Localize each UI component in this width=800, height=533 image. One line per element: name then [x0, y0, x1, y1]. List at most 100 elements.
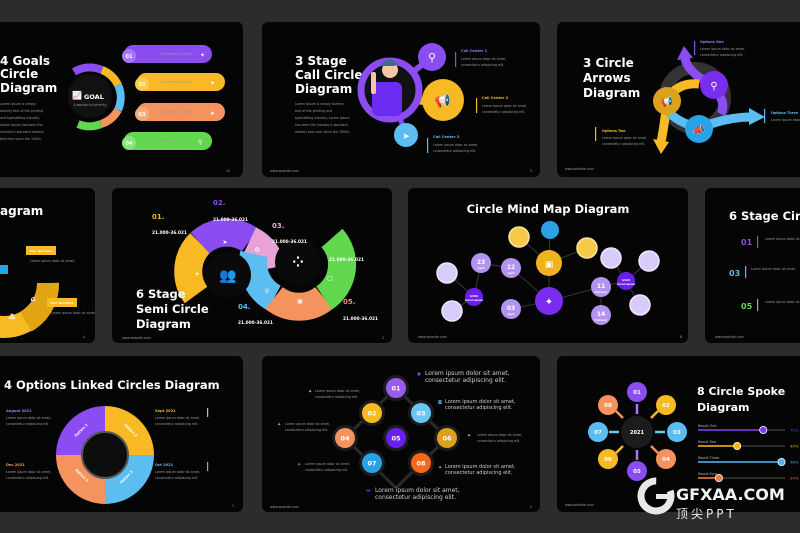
pin-icon: ✦: [308, 389, 312, 395]
footer-url: www.website.com: [122, 336, 151, 340]
result-percent: 75%: [790, 428, 799, 433]
slide-6-stage-circle-partial[interactable]: 6 Stage Circ 01 Lorem ipsum dolor sit am…: [705, 188, 800, 343]
stage-number: 04.: [238, 303, 250, 311]
svg-text:04: 04: [340, 435, 350, 443]
slide-6-stage-semi-circle[interactable]: 👥 ⁘ ✦ ➤ ◍ ⚲ ▣ ▢ 01. 02. 03. 04. 05. 06. …: [112, 188, 392, 343]
result-percent: 45%: [790, 444, 799, 449]
text-box: [47, 298, 77, 307]
result-percent: 24%: [790, 476, 799, 481]
slider-handle[interactable]: [714, 474, 723, 483]
body-text: consectetur adipiscing elit.: [602, 142, 645, 146]
footer-url: www.website.com: [270, 505, 299, 509]
megaphone-icon: 📢: [661, 95, 673, 108]
svg-text:Lorem ipsum dolor sit amet,: Lorem ipsum dolor sit amet,: [477, 433, 522, 437]
trophy-icon: ▼: [417, 372, 421, 378]
body-text: typesetting industry. Lorem Ipsum: [295, 116, 350, 120]
dec-label: Dec 2021: [6, 463, 25, 467]
slide-circle-mind-map[interactable]: Circle Mind Map Diagram ▣ ✦ 23 12 03 11 14…: [408, 188, 688, 343]
spoke-center: [621, 416, 653, 448]
slide-4-options-linked-circles[interactable]: 4 Options Linked Circles Diagram Option …: [0, 356, 243, 512]
body-text: consectetur adipiscing elit.: [155, 422, 198, 426]
august-label: August 2021: [6, 409, 32, 413]
body-text: consectetur adipiscing elit.: [6, 476, 49, 480]
slider-handle[interactable]: [777, 458, 786, 467]
megaphone-icon: 📢: [435, 93, 451, 109]
svg-text:Your Text Here: Your Text Here: [28, 249, 52, 253]
send-icon: ➤: [210, 110, 215, 117]
svg-text:03: 03: [507, 305, 515, 312]
spoke-circle-06: [598, 449, 618, 469]
options-two-label: Options Two: [602, 129, 626, 133]
stage-range: 21.000-36.021: [343, 316, 378, 322]
footer-url: www.website.com: [270, 169, 299, 173]
body-text: Lorem ipsum dolor sit amet,: [425, 370, 510, 377]
text-box: [26, 246, 56, 255]
goal-center: [68, 74, 112, 118]
mind-map-node: [576, 237, 598, 259]
slide-title-line: Arrows: [583, 71, 631, 85]
slide-3-circle-arrows[interactable]: 3 Circle Arrows Diagram ⚲ 📢 📣 Options On…: [557, 22, 800, 177]
svg-text:consectetur adipiscing elit.: consectetur adipiscing elit.: [315, 395, 358, 399]
body-text: Lorem ipsum dolor sit amet,: [765, 237, 800, 241]
body-text: consectetur adipiscing elit.: [445, 470, 513, 476]
body-text: Lorem ipsum dolor sit amet,: [461, 57, 506, 61]
stage-range: 21.000-36.021: [329, 257, 364, 263]
slide-8-circles-diamond[interactable]: 01 02 03 04 05 06 07 08 ▼ ✦ ◘ ✦ ✦ ✦ ✦ ▬ Lore…: [262, 356, 540, 512]
stage-number: 06.: [329, 240, 341, 248]
svg-text:February: February: [595, 290, 608, 294]
slide-title-line: 4 Goals: [0, 54, 50, 68]
slider-handle[interactable]: [759, 426, 768, 435]
send-icon: ➤: [402, 132, 410, 142]
page-number: 10: [226, 169, 230, 173]
goal-item-01[interactable]: 01 A wonderful serenity ✦: [122, 45, 212, 63]
body-text: consectetur adipiscing elit.: [445, 405, 513, 411]
slide-3-stage-call-circle[interactable]: 3 Stage Call Circle Diagram Lorem Ipsum …: [262, 22, 540, 177]
team-icon: 👥: [219, 268, 236, 284]
slide-title-line: Diagram: [0, 81, 57, 95]
semi-circle-segments: [174, 218, 357, 321]
goal-item-03[interactable]: 03 A wonderful serenity ➤: [135, 103, 225, 121]
svg-text:Lorem ipsum dolor sit amet,: Lorem ipsum dolor sit amet,: [315, 389, 360, 393]
svg-text:Lorem ipsum dolor sit amet,: Lorem ipsum dolor sit amet,: [305, 462, 350, 466]
goal-item-04[interactable]: 04 A wonderful serenity ⚲: [122, 132, 212, 150]
svg-text:02: 02: [662, 403, 670, 409]
svg-text:03: 03: [416, 410, 425, 418]
network-icon: ⁘: [292, 255, 304, 271]
result-label: Result Three: [698, 456, 719, 460]
slide-title: 6 Stage Circ: [729, 209, 800, 223]
goal-label: GOAL: [84, 93, 104, 101]
slide-title: Circle Mind Map Diagram: [467, 202, 630, 216]
svg-text:01: 01: [633, 390, 641, 396]
footer-url: www.website.com: [565, 167, 594, 171]
svg-text:Your Text Here: Your Text Here: [49, 301, 73, 305]
page-number: 3: [530, 169, 532, 173]
mind-map-value-node: [617, 272, 635, 290]
lock-icon: ▢: [327, 275, 333, 282]
svg-text:April: April: [508, 271, 515, 275]
pin-icon: ✦: [277, 422, 281, 428]
stage-range: 21.000-36.021: [152, 230, 187, 236]
send-icon-circle: [394, 123, 418, 147]
goal-item-02[interactable]: 02 A wonderful serenity ✦: [135, 73, 225, 91]
call-center-3-label: Call Center 3: [433, 135, 460, 139]
footer-url: www.website.com: [418, 335, 447, 339]
svg-text:08: 08: [416, 460, 426, 468]
body-text: Lorem ipsum dolor sit amet,: [482, 104, 527, 108]
send-icon: ➤: [222, 239, 227, 246]
body-text: consectetur adipiscing elit.: [425, 377, 506, 384]
slide-title-line: Diagram: [136, 317, 191, 331]
stage-number: 01: [741, 238, 753, 247]
slide-8-circle-spoke[interactable]: 2021 01 02 03 04 05 06 07 08 8 Circle Spoke …: [557, 356, 800, 512]
page-number: 2: [530, 505, 532, 509]
body-text: Lorem ipsum dolor sit amet,: [765, 300, 800, 304]
item-texts: Lorem ipsum dolor sit amet,consectetur a…: [285, 370, 522, 501]
watermark-brand: GFXAA.COM: [676, 485, 785, 504]
body-text: consectetur adipiscing elit.: [700, 53, 743, 57]
slide-4-goals-circle[interactable]: 4 Goals Circle Diagram Lorem Ipsum is si…: [0, 22, 243, 177]
result-label: Result Four: [698, 472, 718, 476]
slider-handle[interactable]: [733, 442, 742, 451]
body-text: Lorem ipsum dolor sit amet,: [700, 47, 745, 51]
slide-title: agram: [0, 204, 43, 218]
spoke-circle-08: [598, 395, 618, 415]
slide-partial-semi-diagram[interactable]: agram ⌂ ⁂ Your Text Here Your Text Here …: [0, 188, 95, 343]
